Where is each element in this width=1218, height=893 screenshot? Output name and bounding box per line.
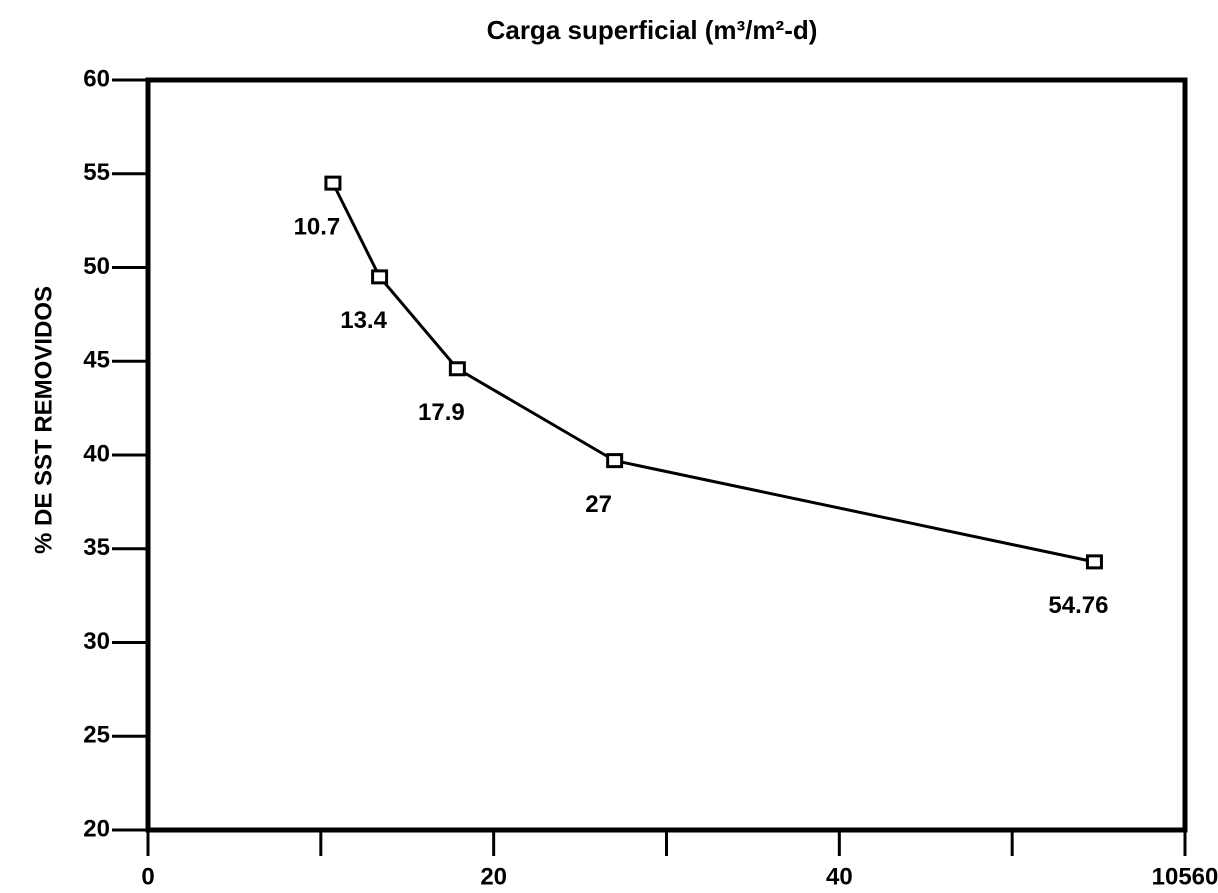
y-tick-label: 30 <box>83 628 110 655</box>
y-tick-label: 20 <box>83 815 110 842</box>
y-tick-label: 40 <box>83 440 110 467</box>
x-tick-label: 40 <box>826 863 853 890</box>
y-tick-label: 25 <box>83 722 110 749</box>
y-tick-label: 45 <box>83 347 110 374</box>
y-tick-label: 50 <box>83 253 110 280</box>
x-tick-label: 0 <box>141 863 154 890</box>
point-label: 17.9 <box>418 399 465 426</box>
y-tick-label: 35 <box>83 534 110 561</box>
x-tick-label: 10560 <box>1152 863 1218 890</box>
point-marker <box>371 269 389 285</box>
point-marker <box>448 361 466 377</box>
x-tick-label: 20 <box>480 863 507 890</box>
point-marker <box>1085 554 1103 570</box>
point-label: 10.7 <box>294 213 341 240</box>
chart-title: Carga superficial (m³/m²-d) <box>487 15 818 45</box>
y-tick-label: 55 <box>83 159 110 186</box>
point-marker <box>606 453 624 469</box>
point-label: 54.76 <box>1048 592 1108 619</box>
plot-frame <box>145 77 1188 833</box>
point-marker <box>324 175 342 191</box>
y-tick-label: 60 <box>83 65 110 92</box>
point-label: 27 <box>585 491 612 518</box>
point-label: 13.4 <box>340 307 387 334</box>
series-line <box>331 182 1095 564</box>
y-axis-label: % DE SST REMOVIDOS <box>30 286 57 554</box>
